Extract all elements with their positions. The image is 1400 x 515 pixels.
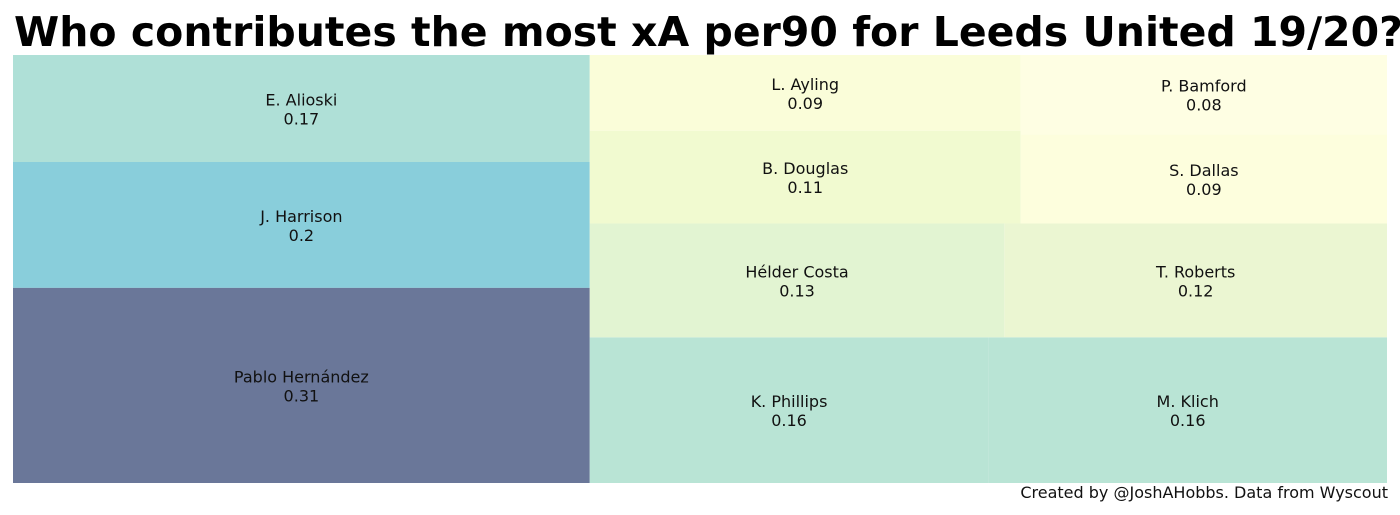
tile-label-t-roberts: T. Roberts [1155,262,1235,281]
tile-rect-helder-costa [589,223,1005,338]
tile-rect-p-bamford [1020,55,1387,135]
tile-rect-e-alioski [13,55,590,162]
tile-label-k-phillips: K. Phillips [751,392,828,411]
tile-label-b-douglas: B. Douglas [762,159,848,178]
tile-label-p-bamford: P. Bamford [1161,77,1247,96]
tile-value-m-klich: 0.16 [1170,411,1206,430]
chart-title: Who contributes the most xA per90 for Le… [14,8,1400,56]
tile-label-l-ayling: L. Ayling [771,75,839,94]
tile-rect-pablo-hernandez [13,287,590,483]
tile-value-b-douglas: 0.11 [787,178,823,197]
tile-value-p-bamford: 0.08 [1186,96,1222,115]
tile-label-pablo-hernandez: Pablo Hernández [234,367,369,386]
tile-label-s-dallas: S. Dallas [1169,161,1238,180]
tile-rect-l-ayling [589,55,1021,131]
tile-rect-k-phillips [589,337,989,483]
credit-text: Created by @JoshAHobbs. Data from Wyscou… [1020,483,1388,502]
tile-value-j-harrison: 0.2 [289,226,314,245]
tile-value-k-phillips: 0.16 [771,411,807,430]
tile-value-pablo-hernandez: 0.31 [284,386,320,405]
tile-value-l-ayling: 0.09 [787,94,823,113]
tile-rect-s-dallas [1020,134,1387,224]
tile-value-helder-costa: 0.13 [779,281,815,300]
tile-value-s-dallas: 0.09 [1186,180,1222,199]
tile-rect-b-douglas [589,130,1021,224]
tile-label-j-harrison: J. Harrison [259,207,342,226]
tile-label-e-alioski: E. Alioski [265,91,337,110]
tile-value-e-alioski: 0.17 [284,110,320,129]
tile-value-t-roberts: 0.12 [1178,281,1214,300]
tile-rect-m-klich [988,337,1387,483]
tile-label-helder-costa: Hélder Costa [745,262,848,281]
tile-label-m-klich: M. Klich [1157,392,1219,411]
tile-rect-t-roberts [1004,223,1387,338]
tile-rect-j-harrison [13,162,590,288]
